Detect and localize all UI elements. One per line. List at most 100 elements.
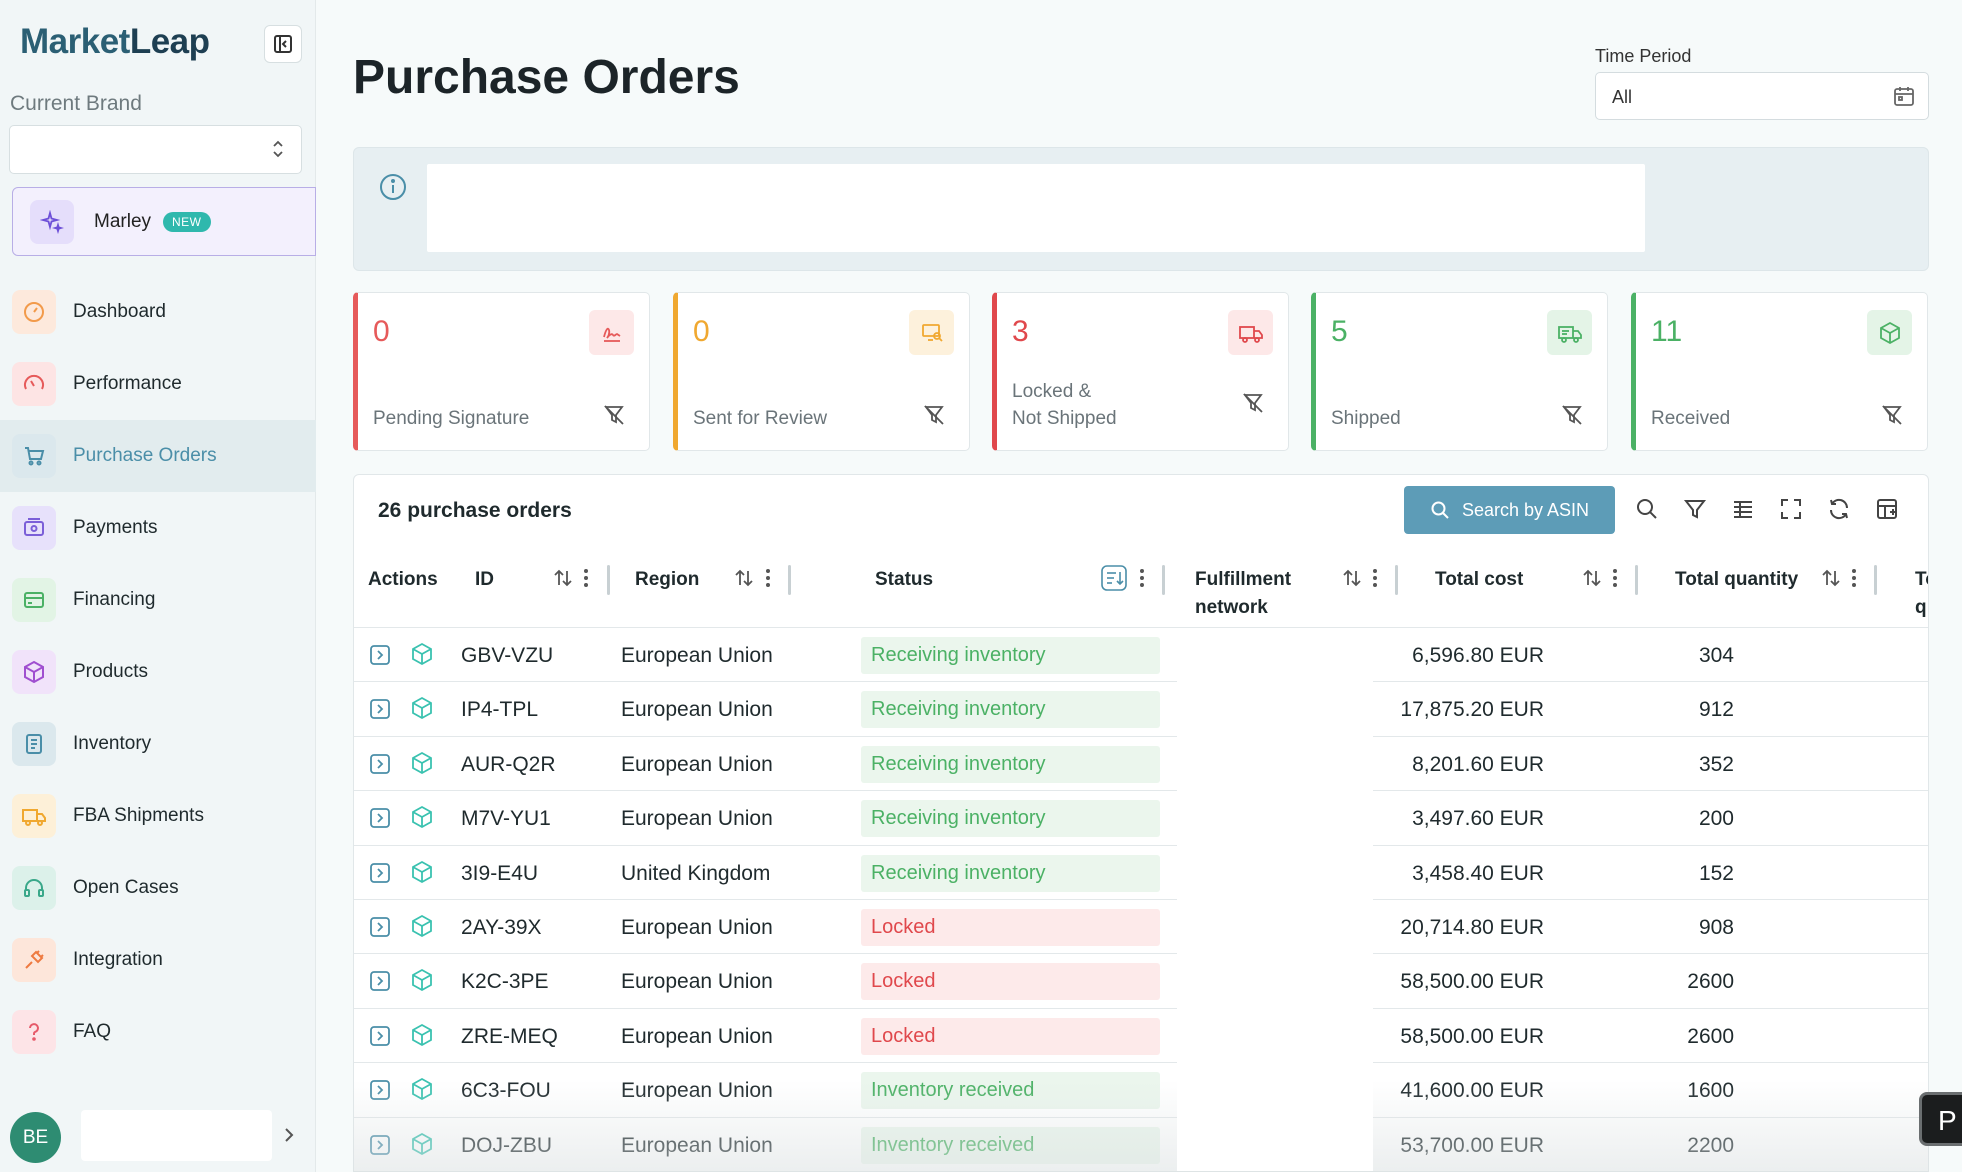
column-resize-handle[interactable] [788, 565, 791, 595]
box-icon[interactable] [410, 1023, 434, 1047]
user-avatar[interactable]: BE [10, 1112, 61, 1163]
sidebar: MarketLeap Current Brand Marley NEW Dash… [0, 0, 316, 1172]
filter-off-icon[interactable] [923, 404, 945, 426]
box-icon[interactable] [410, 1132, 434, 1156]
sort-icon[interactable] [552, 567, 574, 589]
card-received[interactable]: 11 Received [1631, 292, 1928, 451]
sidebar-item-open-cases[interactable]: Open Cases [0, 852, 316, 924]
headset-icon [12, 866, 56, 910]
filter-off-icon[interactable] [1242, 392, 1264, 414]
more-vertical-icon[interactable] [1137, 567, 1147, 589]
expand-row-icon[interactable] [368, 752, 392, 776]
column-resize-handle[interactable] [1162, 565, 1165, 595]
marley-ai-button[interactable]: Marley NEW [12, 187, 316, 256]
expand-row-icon[interactable] [368, 1024, 392, 1048]
more-vertical-icon[interactable] [1370, 567, 1380, 589]
more-vertical-icon[interactable] [1610, 567, 1620, 589]
columns-icon[interactable] [1729, 495, 1757, 523]
expand-row-icon[interactable] [368, 697, 392, 721]
expand-row-icon[interactable] [368, 861, 392, 885]
more-vertical-icon[interactable] [1849, 567, 1859, 589]
table-row[interactable]: 3I9-E4U United Kingdom Receiving inventory… [354, 846, 1928, 900]
table-row[interactable]: M7V-YU1 European Union Receiving inventory… [354, 791, 1928, 846]
sort-icon[interactable] [733, 567, 755, 589]
refresh-icon[interactable] [1825, 495, 1853, 523]
column-resize-handle[interactable] [1874, 565, 1877, 595]
table-row[interactable]: DOJ-ZBU European Union Inventory received 5… [354, 1118, 1928, 1171]
box-icon[interactable] [410, 914, 434, 938]
card-pending-signature[interactable]: 0 Pending Signature [353, 292, 650, 451]
column-resize-handle[interactable] [1635, 565, 1638, 595]
wallet-icon [12, 506, 56, 550]
more-vertical-icon[interactable] [581, 567, 591, 589]
table-row[interactable]: 2AY-39X European Union Locked 20,714.80 EUR… [354, 900, 1928, 955]
brand-select[interactable] [9, 125, 302, 174]
sidebar-item-label: Purchase Orders [73, 445, 217, 466]
expand-row-icon[interactable] [368, 915, 392, 939]
sort-icon[interactable] [1820, 567, 1842, 589]
filter-icon[interactable] [1681, 495, 1709, 523]
sidebar-item-products[interactable]: Products [0, 636, 316, 708]
expand-row-icon[interactable] [368, 1133, 392, 1157]
expand-row-icon[interactable] [368, 969, 392, 993]
table-layout-icon[interactable] [1873, 495, 1901, 523]
filter-off-icon[interactable] [1881, 404, 1903, 426]
column-resize-handle[interactable] [607, 565, 610, 595]
sidebar-item-dashboard[interactable]: Dashboard [0, 276, 316, 348]
sidebar-item-financing[interactable]: Financing [0, 564, 316, 636]
col-region[interactable]: Region [635, 555, 875, 627]
col-status[interactable]: Status [875, 555, 1205, 627]
question-icon [12, 1010, 56, 1054]
sidebar-item-inventory[interactable]: Inventory [0, 708, 316, 780]
collapse-sidebar-button[interactable] [264, 25, 302, 63]
sidebar-item-payments[interactable]: Payments [0, 492, 316, 564]
table-row[interactable]: AUR-Q2R European Union Receiving inventory… [354, 737, 1928, 792]
sidebar-item-purchase-orders[interactable]: Purchase Orders [0, 420, 316, 492]
col-fulfillment-label: Fulfillment network [1195, 569, 1292, 618]
expand-row-icon[interactable] [368, 643, 392, 667]
card-shipped[interactable]: 5 Shipped [1311, 292, 1608, 451]
card-sent-for-review[interactable]: 0 Sent for Review [673, 292, 970, 451]
sort-desc-icon[interactable] [1100, 564, 1128, 592]
box-icon[interactable] [410, 805, 434, 829]
card-locked-not-shipped[interactable]: 3 Locked & Not Shipped [992, 292, 1289, 451]
filter-off-icon[interactable] [1561, 404, 1583, 426]
sort-icon[interactable] [1581, 567, 1603, 589]
sidebar-item-performance[interactable]: Performance [0, 348, 316, 420]
app-logo[interactable]: MarketLeap [20, 22, 210, 61]
filter-off-icon[interactable] [603, 404, 625, 426]
col-id[interactable]: ID [475, 555, 715, 627]
floating-action-button[interactable]: P [1919, 1092, 1962, 1146]
box-icon[interactable] [410, 968, 434, 992]
table-row[interactable]: ZRE-MEQ European Union Locked 58,500.00 EUR… [354, 1009, 1928, 1064]
search-icon[interactable] [1633, 495, 1661, 523]
sidebar-item-faq[interactable]: FAQ [0, 996, 316, 1068]
table-row[interactable]: GBV-VZU European Union Receiving inventory… [354, 628, 1928, 683]
sidebar-item-integration[interactable]: Integration [0, 924, 316, 996]
table-row[interactable]: K2C-3PE European Union Locked 58,500.00 EUR… [354, 954, 1928, 1009]
box-icon[interactable] [410, 751, 434, 775]
box-icon[interactable] [410, 1077, 434, 1101]
col-next-truncated[interactable]: To q [1915, 569, 1928, 618]
col-id-label: ID [475, 569, 494, 590]
sidebar-item-fba-shipments[interactable]: FBA Shipments [0, 780, 316, 852]
user-name-box[interactable] [81, 1110, 272, 1161]
time-period-select[interactable]: All [1595, 72, 1929, 120]
search-by-asin-button[interactable]: Search by ASIN [1404, 486, 1615, 534]
table-row[interactable]: 6C3-FOU European Union Inventory received 4… [354, 1063, 1928, 1118]
chevron-right-icon[interactable] [282, 1125, 296, 1145]
col-total-cost[interactable]: Total cost [1435, 555, 1665, 627]
box-icon[interactable] [410, 696, 434, 720]
fullscreen-icon[interactable] [1777, 495, 1805, 523]
col-fulfillment-network[interactable]: Fulfillment network [1195, 555, 1425, 627]
sort-icon[interactable] [1341, 567, 1363, 589]
box-icon [12, 650, 56, 694]
expand-row-icon[interactable] [368, 1078, 392, 1102]
box-icon[interactable] [410, 642, 434, 666]
column-resize-handle[interactable] [1395, 565, 1398, 595]
more-vertical-icon[interactable] [763, 567, 773, 589]
col-total-quantity[interactable]: Total quantity [1675, 555, 1905, 627]
box-icon[interactable] [410, 860, 434, 884]
table-row[interactable]: IP4-TPL European Union Receiving inventory… [354, 682, 1928, 737]
expand-row-icon[interactable] [368, 806, 392, 830]
